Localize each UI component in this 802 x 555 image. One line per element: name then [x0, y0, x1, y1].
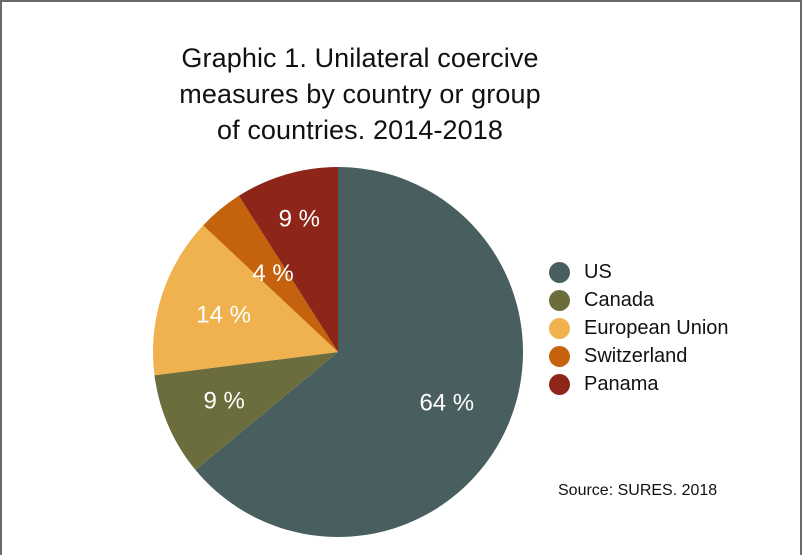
legend-swatch-panama — [549, 373, 570, 395]
pie-label-switzerland: 4 % — [252, 260, 293, 287]
pie-slice-us — [195, 167, 524, 538]
pie-slice-european-union — [153, 225, 338, 376]
pie-slice-labels: 64 % 9 % 14 %4 % 9 % — [196, 205, 474, 416]
chart-title: Graphic 1. Unilateral coercive measures … — [100, 40, 620, 148]
pie-label-canada: 9 % — [204, 388, 245, 415]
legend-swatch-canada — [549, 289, 570, 311]
legend-swatch-switzerland — [549, 345, 570, 367]
legend-label-switzerland: Switzerland — [584, 344, 688, 367]
legend-item-panama: Panama — [549, 370, 729, 398]
legend-item-canada: Canada — [549, 286, 729, 314]
legend-label-panama: Panama — [584, 372, 659, 395]
legend-item-european-union: European Union — [549, 314, 729, 342]
pie-slices — [153, 167, 524, 538]
legend-label-us: US — [584, 260, 612, 283]
legend-label-european-union: European Union — [584, 316, 729, 339]
legend: US Canada European Union Switzerland Pan… — [549, 258, 729, 398]
pie-label-european-union: 14 % — [196, 301, 251, 328]
pie-slice-panama — [238, 167, 338, 352]
legend-item-switzerland: Switzerland — [549, 342, 729, 370]
legend-item-us: US — [549, 258, 729, 286]
pie-slice-switzerland — [203, 195, 338, 352]
legend-swatch-european-union — [549, 317, 570, 339]
pie-label-panama: 9 % — [279, 205, 320, 232]
pie-label-us: 64 % — [419, 390, 474, 417]
chart-title-line-2: measures by country or group — [179, 79, 541, 109]
source-note: Source: SURES. 2018 — [558, 482, 718, 499]
legend-swatch-us — [549, 261, 570, 283]
chart-title-line-1: Graphic 1. Unilateral coercive — [181, 43, 539, 73]
pie-slice-canada — [154, 352, 338, 470]
legend-label-canada: Canada — [584, 288, 655, 311]
chart-title-line-3: of countries. 2014-2018 — [217, 115, 503, 145]
